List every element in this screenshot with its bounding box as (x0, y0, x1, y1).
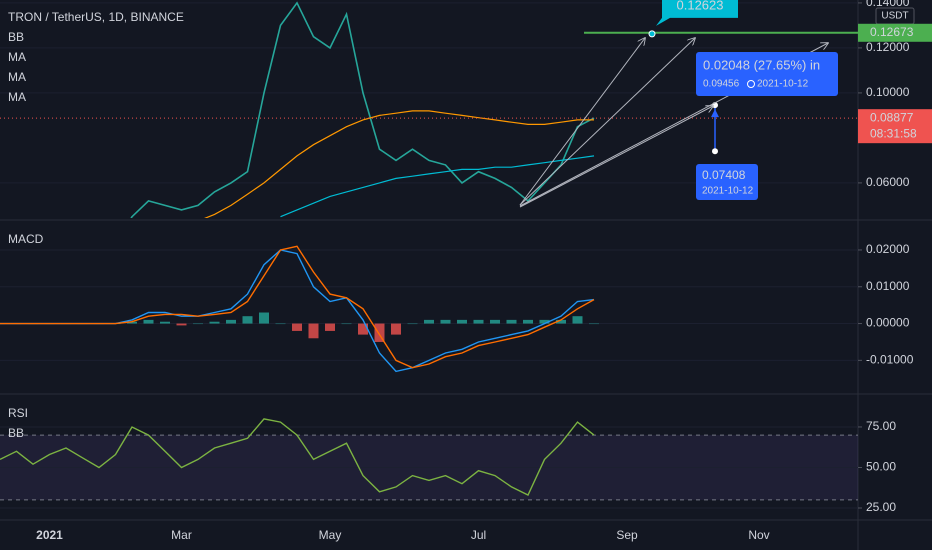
histogram-bar (523, 319, 533, 324)
x-tick-label: Mar (171, 528, 192, 542)
histogram-bar (473, 319, 484, 324)
histogram-bar (226, 319, 236, 324)
y-tick-label: 75.00 (866, 419, 896, 433)
x-tick-label: 2021 (36, 528, 63, 542)
x-tick-label: Jul (471, 528, 486, 542)
callout-point (648, 30, 656, 38)
target-label: 0.12673 (870, 25, 914, 39)
histogram-bar (292, 323, 302, 331)
countdown-label: 08:31:58 (870, 126, 917, 140)
series-line (204, 110, 594, 218)
histogram-bar (341, 323, 352, 325)
clock-icon (747, 80, 755, 88)
measure-start-value: 0.07408 (702, 168, 746, 182)
currency-label: USDT (881, 11, 908, 22)
histogram-bar (127, 321, 137, 324)
y-tick-label: 0.10000 (866, 85, 910, 99)
target-box (858, 23, 932, 42)
series-line (280, 155, 595, 218)
histogram-bar (374, 323, 385, 342)
histogram-bar (358, 323, 368, 335)
measure-box (696, 52, 838, 96)
last-price-box (858, 109, 932, 144)
histogram-bar (539, 319, 550, 324)
series-line (130, 1, 595, 218)
histogram-bar (424, 319, 434, 324)
y-tick-label: 0.00000 (866, 316, 910, 330)
histogram-bar (506, 319, 517, 324)
x-tick-label: May (319, 528, 342, 542)
measure-start-point (712, 148, 718, 155)
indicator-label: MA (8, 90, 26, 104)
x-tick-label: Nov (748, 528, 769, 542)
indicator-label: BB (8, 30, 24, 44)
histogram-bar (556, 319, 566, 324)
y-tick-label: 50.00 (866, 460, 896, 474)
histogram-bar (391, 323, 401, 335)
histogram-bar (440, 319, 451, 324)
y-tick-label: 25.00 (866, 500, 896, 514)
histogram-bar (143, 319, 154, 324)
histogram-bar (193, 323, 203, 325)
histogram-bar (490, 319, 500, 324)
histogram-bar (176, 323, 187, 326)
trend-arrow (519, 38, 645, 206)
measure-end-date: 2021-10-12 (757, 79, 809, 90)
y-tick-label: -0.01000 (866, 353, 914, 367)
pane-title: MACD (8, 232, 44, 246)
measure-start-box (696, 164, 758, 200)
histogram-bar (275, 323, 286, 325)
trend-arrow (519, 106, 713, 208)
callout-label: 0.12623 (677, 0, 724, 12)
last-price-label: 0.08877 (870, 110, 914, 124)
callout-box (656, 0, 738, 26)
histogram-bar (242, 316, 253, 324)
labels: 0.14000 0.12000 0.10000 0.06000 TRON / Tethe… (8, 0, 932, 542)
y-tick-label: 0.06000 (866, 175, 910, 189)
y-tick-label: 0.01000 (866, 279, 910, 293)
y-tick-label: 0.02000 (866, 242, 910, 256)
histogram-bar (325, 323, 335, 331)
measure-change-label: 0.02048 (27.65%) in (703, 57, 820, 72)
series-line (0, 418, 595, 496)
y-tick-label: 0.14000 (866, 0, 910, 9)
measure-end-value: 0.09456 (703, 79, 740, 90)
measure-start-date: 2021-10-12 (702, 186, 754, 197)
pane-title: TRON / TetherUS, 1D, BINANCE (8, 10, 184, 24)
histogram-bar (589, 323, 599, 325)
x-tick-label: Sep (616, 528, 638, 542)
histogram-bar (457, 319, 467, 324)
measure-arrow (711, 109, 719, 118)
pane-title: RSI (8, 406, 28, 420)
histogram-bar (160, 321, 170, 324)
trend-arrow (519, 38, 695, 206)
series-line (0, 245, 595, 369)
y-tick-label: 0.12000 (866, 40, 910, 54)
marks (0, 1, 858, 496)
histogram-bar (259, 312, 269, 324)
indicator-label: BB (8, 426, 24, 440)
indicator-label: MA (8, 50, 26, 64)
histogram-bar (407, 323, 418, 325)
histogram-bar (572, 316, 583, 324)
indicator-label: MA (8, 70, 26, 84)
histogram-bar (209, 321, 220, 324)
histogram-bar (308, 323, 319, 339)
